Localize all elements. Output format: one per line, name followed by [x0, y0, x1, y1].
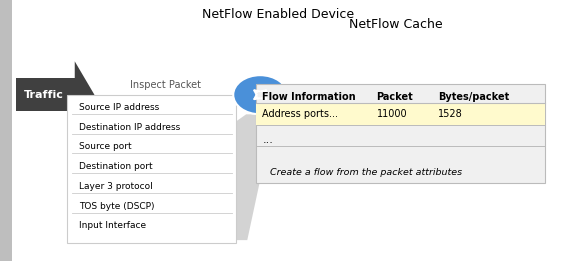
- Text: Packet: Packet: [377, 92, 413, 102]
- Bar: [126, 94, 150, 135]
- Text: 11000: 11000: [377, 109, 407, 119]
- Bar: [362, 94, 386, 135]
- Bar: [98, 94, 122, 135]
- Text: TOS byte (DSCP): TOS byte (DSCP): [79, 202, 154, 211]
- Bar: [334, 94, 358, 135]
- Text: Source IP address: Source IP address: [79, 103, 159, 112]
- Text: Bytes/packet: Bytes/packet: [438, 92, 510, 102]
- Polygon shape: [75, 61, 94, 121]
- Bar: [256, 84, 545, 183]
- Bar: [256, 103, 545, 125]
- Polygon shape: [67, 114, 274, 240]
- Bar: [211, 94, 234, 135]
- Bar: [155, 94, 178, 135]
- Text: Flow Information: Flow Information: [262, 92, 356, 102]
- FancyBboxPatch shape: [16, 78, 75, 111]
- Text: Destination port: Destination port: [79, 162, 152, 171]
- FancyBboxPatch shape: [67, 95, 236, 243]
- Ellipse shape: [233, 75, 287, 114]
- Text: Inspect Packet: Inspect Packet: [130, 80, 201, 90]
- Text: Layer 3 protocol: Layer 3 protocol: [79, 182, 152, 191]
- Text: Source port: Source port: [79, 143, 132, 151]
- Text: ...: ...: [262, 135, 273, 145]
- Bar: [391, 94, 414, 135]
- Text: Address ports...: Address ports...: [262, 109, 338, 119]
- Bar: [306, 94, 330, 135]
- Text: NetFlow Enabled Device: NetFlow Enabled Device: [202, 8, 354, 21]
- Bar: [419, 94, 442, 135]
- Text: Destination IP address: Destination IP address: [79, 123, 180, 132]
- Text: Create a flow from the packet attributes: Create a flow from the packet attributes: [270, 168, 462, 177]
- FancyBboxPatch shape: [0, 0, 12, 261]
- Text: NetFlow Cache: NetFlow Cache: [350, 18, 443, 31]
- Text: Traffic: Traffic: [24, 90, 64, 100]
- Text: Input Interface: Input Interface: [79, 222, 146, 230]
- Text: 1528: 1528: [438, 109, 463, 119]
- Bar: [183, 94, 206, 135]
